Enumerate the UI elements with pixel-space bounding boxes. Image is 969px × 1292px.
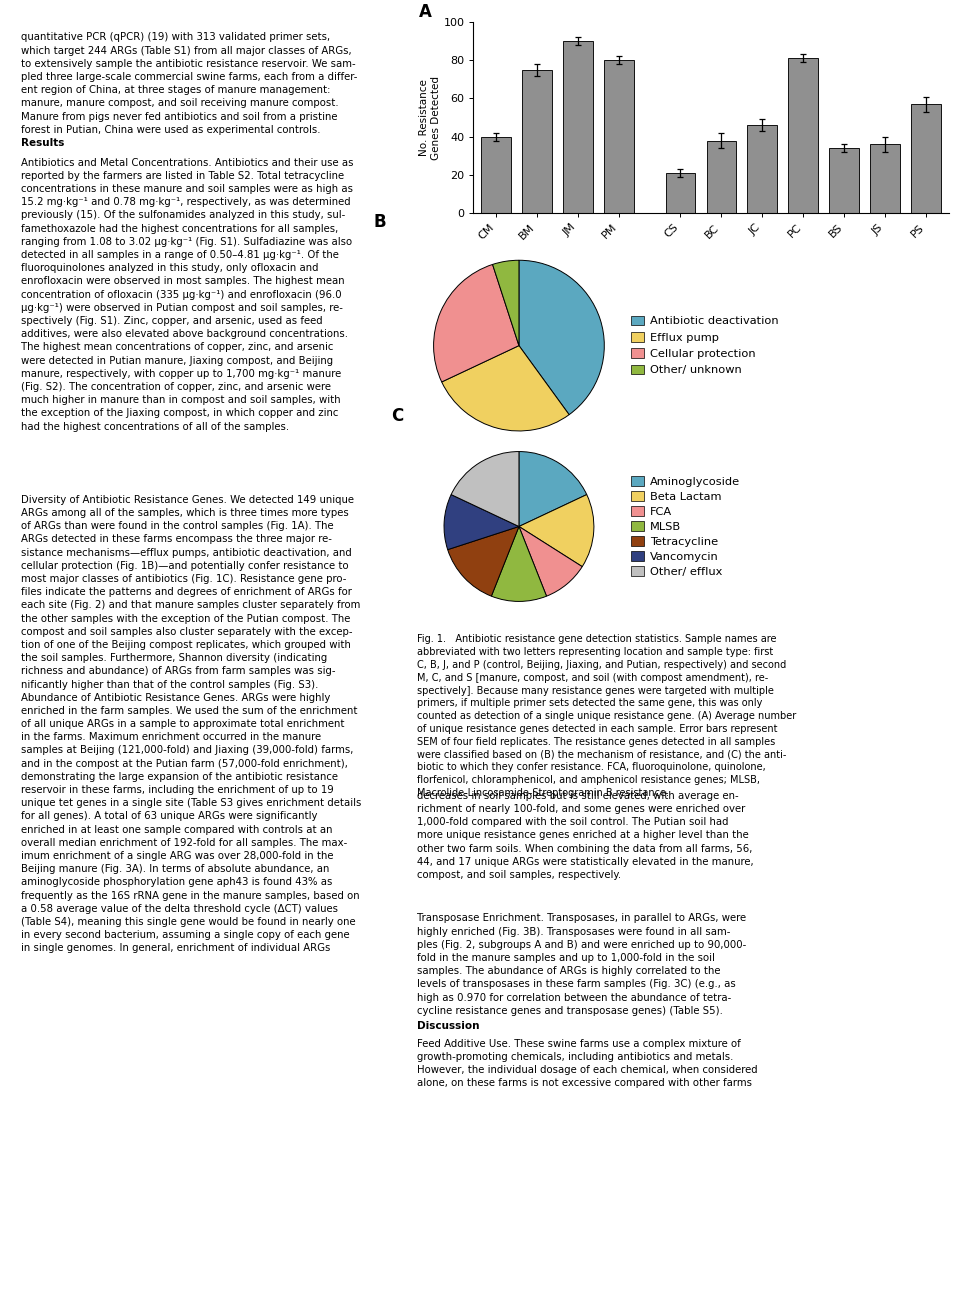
Wedge shape bbox=[433, 265, 518, 382]
Bar bbox=[705, 141, 735, 213]
Text: quantitative PCR (qPCR) (19) with 313 validated primer sets,
which target 244 AR: quantitative PCR (qPCR) (19) with 313 va… bbox=[21, 32, 358, 134]
Bar bbox=[563, 41, 592, 213]
Bar bbox=[911, 105, 940, 213]
Wedge shape bbox=[518, 260, 604, 415]
Wedge shape bbox=[518, 451, 586, 527]
Text: C: C bbox=[391, 407, 403, 425]
Text: Discussion: Discussion bbox=[417, 1021, 479, 1031]
Bar bbox=[828, 149, 858, 213]
Wedge shape bbox=[441, 345, 569, 432]
Text: Feed Additive Use. These swine farms use a complex mixture of
growth-promoting c: Feed Additive Use. These swine farms use… bbox=[417, 1039, 757, 1088]
Bar bbox=[869, 145, 899, 213]
Text: A: A bbox=[419, 3, 431, 21]
Text: Fig. 1.   Antibiotic resistance gene detection statistics. Sample names are
abbr: Fig. 1. Antibiotic resistance gene detec… bbox=[417, 634, 796, 798]
Wedge shape bbox=[444, 495, 518, 549]
Wedge shape bbox=[451, 451, 518, 527]
Text: Abundance of Antibiotic Resistance Genes. ARGs were highly
enriched in the farm : Abundance of Antibiotic Resistance Genes… bbox=[21, 693, 361, 953]
Text: Transposase Enrichment. Transposases, in parallel to ARGs, were
highly enriched : Transposase Enrichment. Transposases, in… bbox=[417, 913, 745, 1016]
Text: Results: Results bbox=[21, 138, 65, 149]
Legend: Aminoglycoside, Beta Lactam, FCA, MLSB, Tetracycline, Vancomycin, Other/ efflux: Aminoglycoside, Beta Lactam, FCA, MLSB, … bbox=[631, 477, 739, 576]
Text: B: B bbox=[373, 213, 386, 231]
Wedge shape bbox=[492, 260, 518, 345]
Text: Diversity of Antibiotic Resistance Genes. We detected 149 unique
ARGs among all : Diversity of Antibiotic Resistance Genes… bbox=[21, 495, 360, 690]
Bar bbox=[665, 173, 695, 213]
Wedge shape bbox=[518, 495, 593, 567]
Bar bbox=[521, 70, 551, 213]
Bar bbox=[481, 137, 510, 213]
Wedge shape bbox=[518, 527, 581, 596]
Wedge shape bbox=[448, 527, 518, 596]
Wedge shape bbox=[491, 527, 546, 602]
Text: decreases in soil samples but is still elevated, with average en-
richment of ne: decreases in soil samples but is still e… bbox=[417, 791, 753, 880]
Bar bbox=[747, 125, 776, 213]
Bar bbox=[604, 61, 633, 213]
Legend: Antibiotic deactivation, Efflux pump, Cellular protection, Other/ unknown: Antibiotic deactivation, Efflux pump, Ce… bbox=[631, 315, 777, 376]
Y-axis label: No. Resistance
Genes Detected: No. Resistance Genes Detected bbox=[419, 75, 440, 160]
Bar bbox=[788, 58, 817, 213]
Text: Antibiotics and Metal Concentrations. Antibiotics and their use as
reported by t: Antibiotics and Metal Concentrations. An… bbox=[21, 158, 354, 432]
